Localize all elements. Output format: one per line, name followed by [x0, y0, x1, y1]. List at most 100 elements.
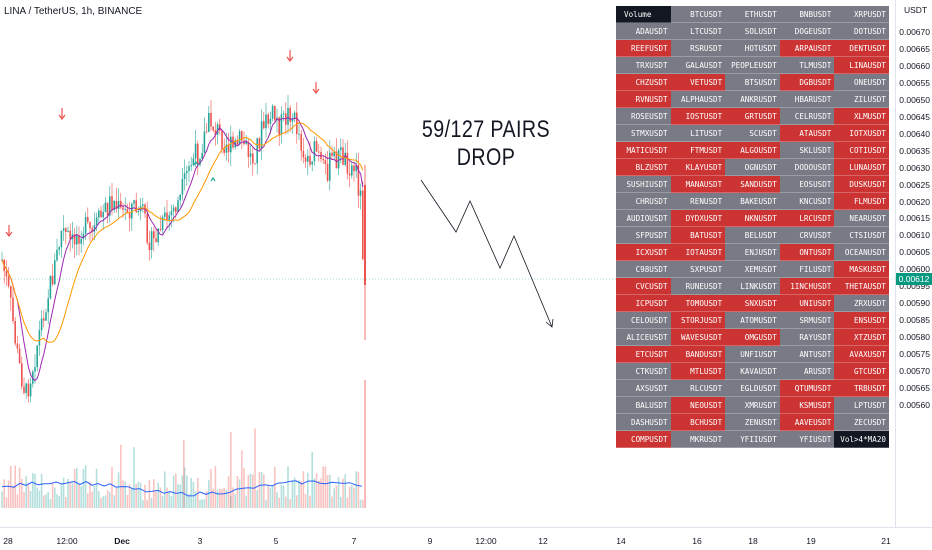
pair-cell: DYDXUSDT	[670, 210, 726, 227]
candle-body	[223, 149, 225, 153]
candle-body	[289, 107, 291, 122]
candle-body	[258, 138, 261, 149]
candle-body	[359, 190, 362, 196]
candle-body	[45, 312, 47, 321]
volume-bar	[291, 480, 294, 508]
pair-cell: LINAUSDT	[834, 57, 889, 74]
volume-bar	[142, 499, 144, 508]
volume-bar	[47, 491, 49, 508]
volume-bar	[84, 465, 87, 508]
pair-cell: HBARUSDT	[779, 91, 835, 108]
candle-body	[309, 155, 311, 165]
table-row: CHRUSDT RENUSDT BAKEUSDT KNCUSDT FLMUSDT	[616, 193, 889, 210]
volume-bar	[280, 484, 283, 508]
volume-bar	[348, 486, 351, 508]
pair-cell: ATOMUSDT	[725, 312, 780, 329]
time-tick: 5	[273, 536, 279, 546]
candle-body	[153, 231, 155, 239]
volume-bar	[201, 499, 203, 508]
candle-body	[111, 196, 113, 211]
table-row: AXSUSDT RLCUSDT EGLDUSDT QTUMUSDT TRBUSDT	[616, 380, 889, 397]
volume-bar	[208, 480, 210, 508]
candle-body	[89, 221, 91, 229]
pair-cell: CTKUSDT	[616, 363, 671, 380]
pair-cell: ANTUSDT	[779, 346, 835, 363]
candle-body	[164, 212, 166, 217]
volume-bar	[111, 466, 113, 508]
pairs-table: Volume BTCUSDT ETHUSDT BNBUSDT XRPUSDT ADAUSD…	[616, 6, 889, 448]
pair-cell: RENUSDT	[670, 193, 726, 210]
signal-arrow-head	[5, 231, 13, 237]
candle-body	[201, 152, 203, 159]
pair-cell: RLCUSDT	[670, 380, 726, 397]
table-row: ICPUSDT TOMOUSDT SNXUSDT UNIUSDT ZRXUSDT	[616, 295, 889, 312]
volume-bar	[245, 495, 247, 508]
volume-bar	[353, 487, 355, 508]
candle-body	[122, 207, 124, 210]
volume-bar	[128, 484, 131, 508]
chart-canvas[interactable]: LINA / TetherUS, 1h, BINANCE 59/127 PAIR…	[0, 0, 895, 527]
candle-body	[287, 107, 289, 125]
pair-cell: DODOUSDT	[779, 159, 835, 176]
volume-bar	[32, 473, 34, 508]
volume-bar	[192, 481, 195, 508]
volume-bar	[146, 499, 148, 508]
pair-cell: SFPUSDT	[616, 227, 671, 244]
volume-bar	[120, 444, 122, 508]
candle-body	[43, 318, 45, 321]
volume-bar	[307, 472, 309, 508]
volume-bar	[254, 428, 256, 508]
candle-body	[307, 155, 309, 162]
candle-body	[115, 201, 118, 209]
candle-body	[146, 213, 148, 243]
volume-bar	[326, 475, 329, 508]
candle-body	[304, 157, 307, 162]
candle-body	[155, 238, 157, 243]
pair-cell: KLAYUSDT	[670, 159, 726, 176]
volume-bar	[137, 481, 140, 508]
pair-cell: LUNAUSDT	[834, 159, 889, 176]
candle-body	[302, 150, 305, 158]
time-tick: 18	[748, 536, 758, 546]
candle-body	[113, 201, 115, 211]
volume-bar	[102, 496, 104, 508]
volume-bar	[18, 467, 21, 508]
pair-cell: CHRUSDT	[616, 193, 671, 210]
table-row: STMXUSDT LITUSDT SCUSDT ATAUSDT IOTXUSDT	[616, 125, 889, 142]
pair-cell: MASKUSDT	[834, 261, 889, 278]
volume-bar	[293, 477, 296, 508]
volume-bar	[183, 467, 186, 508]
price-axis[interactable]: 0.00670 0.00665 0.00660 0.00655 0.00650 0.006…	[895, 0, 932, 527]
pair-cell: AXSUSDT	[616, 380, 671, 397]
volume-bar	[274, 466, 276, 508]
candle-body	[324, 160, 327, 164]
volume-bar	[65, 497, 67, 508]
currency-label: USDT	[904, 5, 928, 15]
volume-bar	[263, 474, 265, 508]
candle-body	[315, 141, 318, 152]
volume-bar	[313, 478, 316, 508]
volume-bar	[179, 484, 181, 508]
candle-body	[7, 276, 10, 287]
pair-cell: ADAUSDT	[616, 23, 671, 40]
zigzag-drawing	[420, 179, 553, 328]
candle-body	[142, 204, 144, 207]
candle-body	[170, 211, 173, 216]
volume-bar	[117, 472, 120, 508]
volume-bar	[144, 484, 146, 508]
candle-body	[60, 230, 63, 248]
time-axis[interactable]: 28 12:00 Dec 3 5 7 9 12:00 12 14 16 18 19 21	[0, 527, 932, 550]
candle-body	[298, 133, 300, 135]
candle-body	[49, 275, 52, 299]
volume-bar	[106, 490, 109, 508]
pair-cell: RVNUSDT	[616, 91, 671, 108]
price-tick: 0.00605	[899, 247, 930, 258]
candlestick-chart[interactable]	[0, 0, 895, 527]
candle-body	[80, 238, 82, 244]
volume-bar	[155, 491, 157, 508]
pair-cell: ALGOUSDT	[725, 142, 780, 159]
pair-cell: AVAXUSDT	[834, 346, 889, 363]
pair-cell: ATAUSDT	[779, 125, 835, 142]
time-tick: Dec	[114, 536, 130, 546]
volume-bar	[256, 490, 258, 508]
